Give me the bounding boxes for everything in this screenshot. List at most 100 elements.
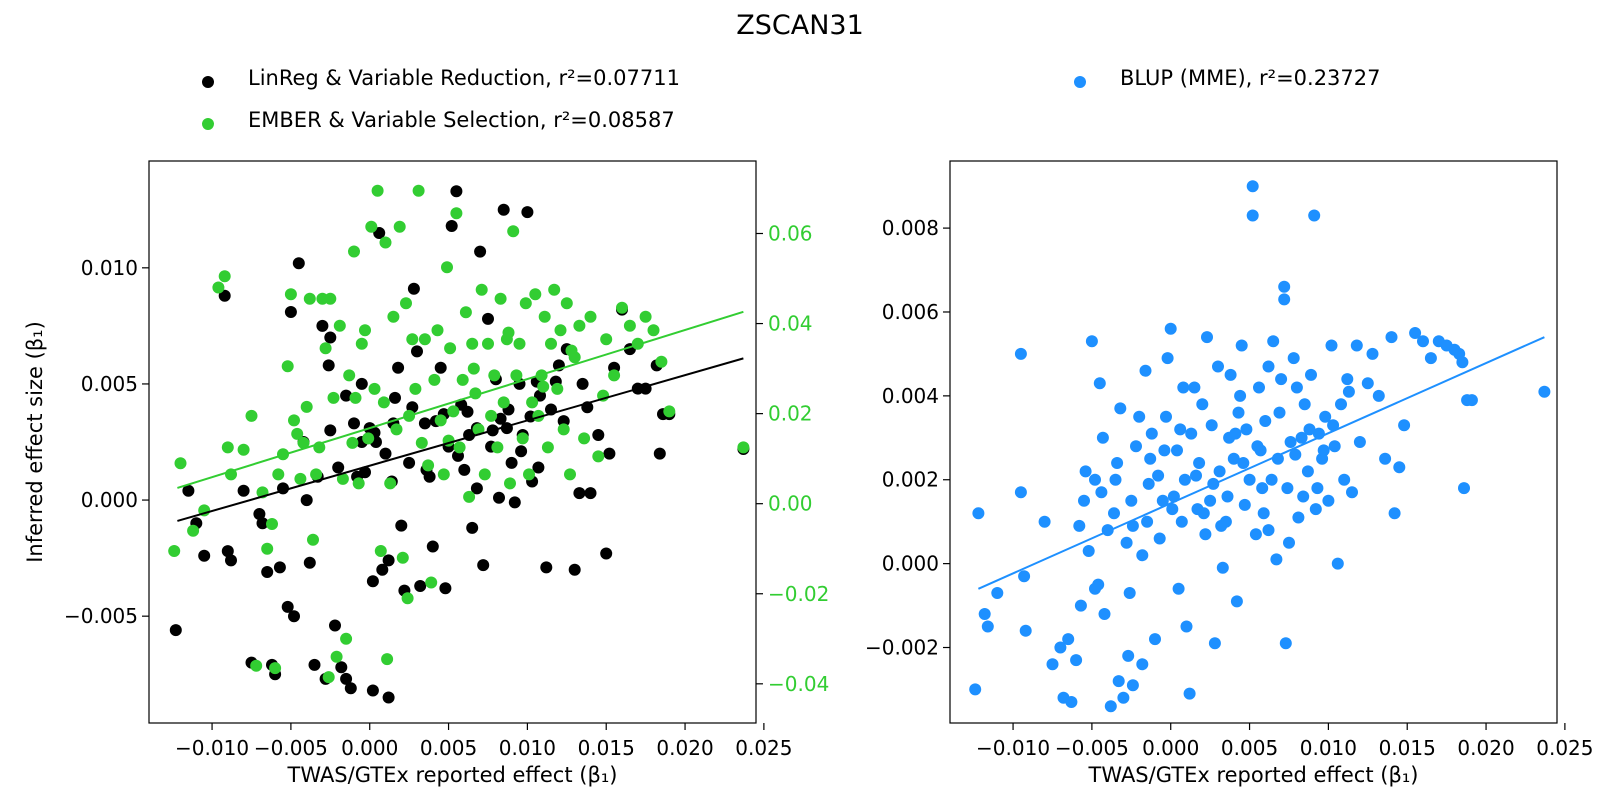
data-point [1082,545,1095,557]
data-point [523,468,535,481]
data-point [647,324,660,337]
data-point [1372,389,1385,402]
data-point [225,554,237,567]
data-point [516,432,529,445]
data-point [390,423,403,436]
data-point [411,345,423,358]
data-point [477,559,490,572]
data-point [1093,377,1106,390]
data-point [1114,402,1127,415]
data-point [1249,528,1262,541]
data-point [1174,423,1187,436]
data-point [1538,385,1551,398]
data-point [1331,557,1344,570]
data-point [576,377,589,390]
data-point [1409,327,1422,339]
data-point [1262,360,1275,373]
data-point [1388,507,1401,520]
x-tick-label: 0.020 [1457,736,1514,760]
data-point [1353,436,1366,448]
data-point [333,319,346,332]
data-point [497,396,510,409]
data-point [991,587,1004,599]
data-point [218,289,231,302]
data-point [1317,444,1330,457]
x-tick-label: 0.015 [578,736,635,760]
data-point [972,507,985,520]
data-point [1393,461,1406,474]
data-point [1178,473,1191,486]
x-tick-label: 0.005 [420,736,477,760]
data-point [1112,675,1125,688]
data-point [1298,398,1311,411]
data-point [1199,528,1212,541]
data-point [616,301,628,314]
data-point [1243,473,1256,486]
data-point [1366,347,1379,360]
data-point [1104,700,1117,713]
data-point [494,292,507,305]
data-point [507,225,520,238]
data-point [444,342,457,355]
data-point [548,283,561,296]
data-point [1122,649,1135,662]
data-point [1295,431,1308,444]
data-point [272,468,285,481]
data-point [308,658,321,671]
data-point [1161,352,1174,365]
x-axis-label: TWAS/GTEx reported effect (β₁) [287,763,618,787]
fit-line-blup-mme- [977,336,1545,590]
data-point [1253,381,1265,394]
data-point [1136,549,1149,562]
data-point [493,491,505,504]
data-point [1229,427,1242,440]
data-point [418,333,431,346]
data-point [557,423,570,436]
data-point [445,220,458,232]
data-point [494,412,507,425]
data-point [387,310,400,323]
data-point [1208,637,1221,650]
y-tick-label: 0.006 [882,300,939,324]
data-point [426,540,439,553]
data-point [1216,561,1229,574]
x-tick-label: 0.010 [499,736,556,760]
data-point [505,456,518,469]
data-point [362,432,375,445]
plot-panel-1: −0.010 −0.005 0.000 0.005 0.010 0.015 0.020 0.0… [23,160,829,787]
data-point [269,662,282,675]
data-point [261,542,274,555]
data-point [1089,473,1101,486]
data-point [560,297,573,310]
data-point [1065,696,1078,708]
data-point [1303,423,1316,436]
x-tick-label: 0.000 [1142,736,1199,760]
data-point [482,337,494,350]
data-point [529,288,542,301]
data-point [406,333,419,346]
data-point [346,436,359,449]
data-point [1139,364,1152,377]
data-point [379,447,392,460]
data-point [466,521,479,534]
x-tick-label: 0.025 [735,736,792,760]
data-point [1424,352,1437,365]
x-tick-label: −0.005 [1055,736,1129,760]
legend-marker-blup [1074,76,1086,88]
data-point [418,417,431,430]
data-point [359,324,371,337]
data-point [371,184,384,197]
data-point [526,396,539,409]
data-point [450,185,463,198]
data-point [1196,398,1209,411]
y-tick-label: 0.000 [81,488,138,512]
data-point [284,288,297,301]
data-point [1297,490,1310,503]
y-tick-label: 0.000 [882,552,939,576]
data-point [1237,457,1250,469]
data-point [1204,494,1217,507]
data-point [340,672,353,685]
data-point [174,457,187,470]
data-point [428,373,441,386]
